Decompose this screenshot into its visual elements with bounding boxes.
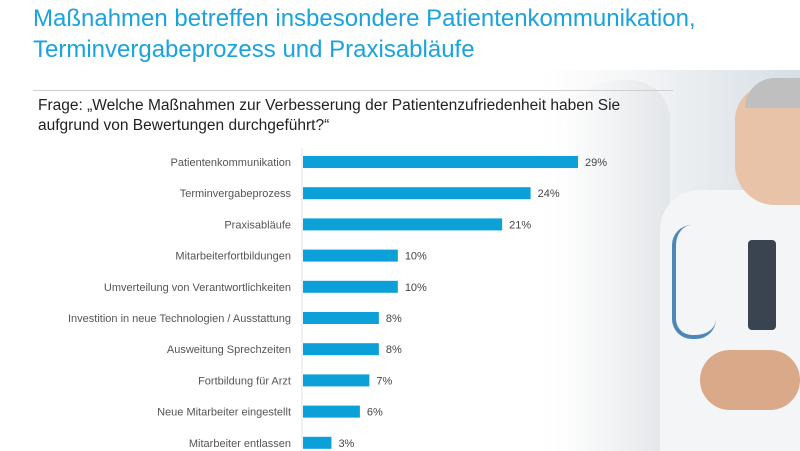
category-label: Investition in neue Technologien / Ausst… xyxy=(68,313,291,325)
bar xyxy=(303,436,332,449)
data-label: 7% xyxy=(376,375,392,387)
category-label: Fortbildung für Arzt xyxy=(198,375,291,387)
bar xyxy=(303,156,578,168)
category-label: Patientenkommunikation xyxy=(171,157,291,169)
page-title: Maßnahmen betreffen insbesondere Patient… xyxy=(33,5,696,63)
bar-chart: Patientenkommunikation 29% Terminvergabepr… xyxy=(68,148,607,451)
data-label: 29% xyxy=(585,157,607,169)
bar xyxy=(303,280,398,293)
bar xyxy=(303,312,379,324)
patient-figure xyxy=(560,80,670,451)
bar xyxy=(303,405,360,418)
data-label: 6% xyxy=(367,407,383,419)
data-label: 8% xyxy=(386,344,402,356)
data-label: 24% xyxy=(538,188,560,200)
category-label: Mitarbeiter entlassen xyxy=(189,438,291,450)
category-label: Praxisabläufe xyxy=(224,219,291,231)
doctor-tie xyxy=(748,240,776,330)
bar xyxy=(303,374,370,387)
bar xyxy=(303,249,398,262)
question-subtitle: Frage: „Welche Maßnahmen zur Verbesserun… xyxy=(38,97,621,134)
stethoscope xyxy=(672,225,716,339)
title-divider xyxy=(33,90,673,91)
category-label: Umverteilung von Verantwortlichkeiten xyxy=(104,282,291,294)
handshake xyxy=(700,350,800,410)
data-label: 10% xyxy=(405,251,427,263)
data-label: 8% xyxy=(386,313,402,325)
bar xyxy=(303,187,531,200)
category-label: Ausweitung Sprechzeiten xyxy=(167,344,291,356)
bar xyxy=(303,218,503,231)
data-label: 21% xyxy=(509,219,531,231)
category-label: Terminvergabeprozess xyxy=(180,188,292,200)
data-label: 10% xyxy=(405,282,427,294)
category-label: Mitarbeiterfortbildungen xyxy=(175,251,291,263)
category-label: Neue Mitarbeiter eingestellt xyxy=(157,407,291,419)
bar xyxy=(303,343,379,356)
data-label: 3% xyxy=(338,438,354,450)
